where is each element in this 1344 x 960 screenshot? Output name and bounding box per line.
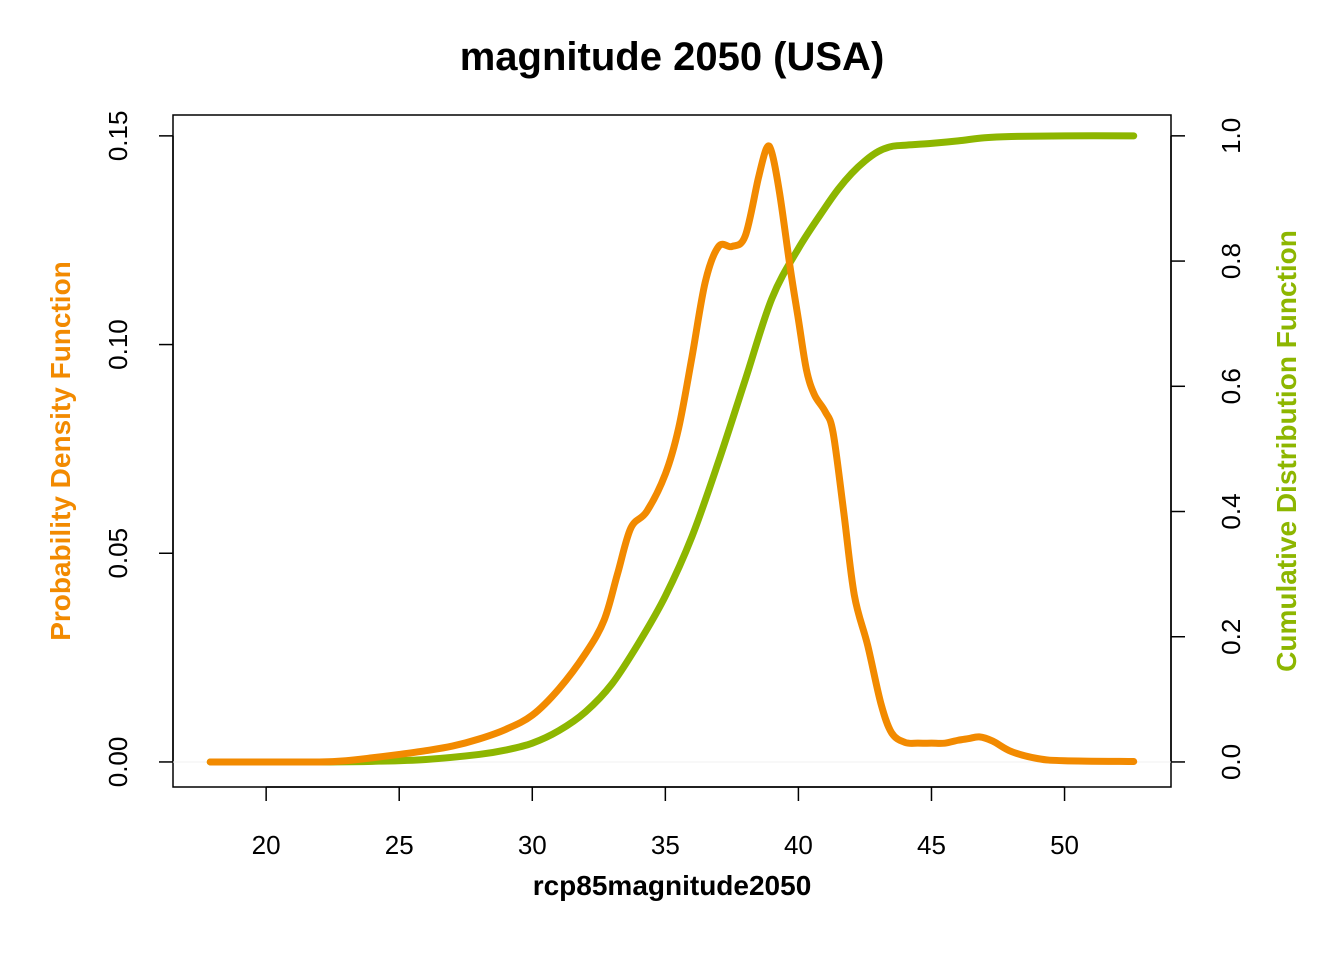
y-right-tick-label: 0.0 xyxy=(1216,744,1246,780)
y-axis-right: 0.0 0.2 0.4 0.6 0.8 1.0 xyxy=(1170,118,1246,780)
y-right-tick-label: 0.8 xyxy=(1216,243,1246,279)
y-right-tick-label: 0.6 xyxy=(1216,368,1246,404)
x-tick-label: 25 xyxy=(385,830,414,860)
y-right-tick-label: 1.0 xyxy=(1216,118,1246,154)
y-right-tick-label: 0.2 xyxy=(1216,619,1246,655)
y-left-tick-label: 0.10 xyxy=(103,319,133,370)
x-tick-label: 30 xyxy=(518,830,547,860)
y-axis-right-label: Cumulative Distribution Function xyxy=(1271,230,1302,672)
y-left-tick-label: 0.05 xyxy=(103,528,133,579)
x-tick-label: 35 xyxy=(651,830,680,860)
y-left-tick-label: 0.15 xyxy=(103,111,133,162)
series-layer xyxy=(173,132,1171,766)
y-right-tick-label: 0.4 xyxy=(1216,493,1246,529)
x-tick-label: 40 xyxy=(784,830,813,860)
x-tick-label: 45 xyxy=(917,830,946,860)
x-axis: 20 25 30 35 40 45 50 xyxy=(252,786,1079,860)
y-left-tick-label: 0.00 xyxy=(103,737,133,788)
y-axis-left: 0.00 0.05 0.10 0.15 xyxy=(103,111,174,788)
x-axis-label: rcp85magnitude2050 xyxy=(533,870,812,901)
pdf-line xyxy=(206,142,1138,766)
x-tick-label: 20 xyxy=(252,830,281,860)
chart-title: magnitude 2050 (USA) xyxy=(460,35,885,79)
cdf-line xyxy=(206,132,1138,766)
y-axis-left-label: Probability Density Function xyxy=(45,261,76,641)
x-tick-label: 50 xyxy=(1050,830,1079,860)
